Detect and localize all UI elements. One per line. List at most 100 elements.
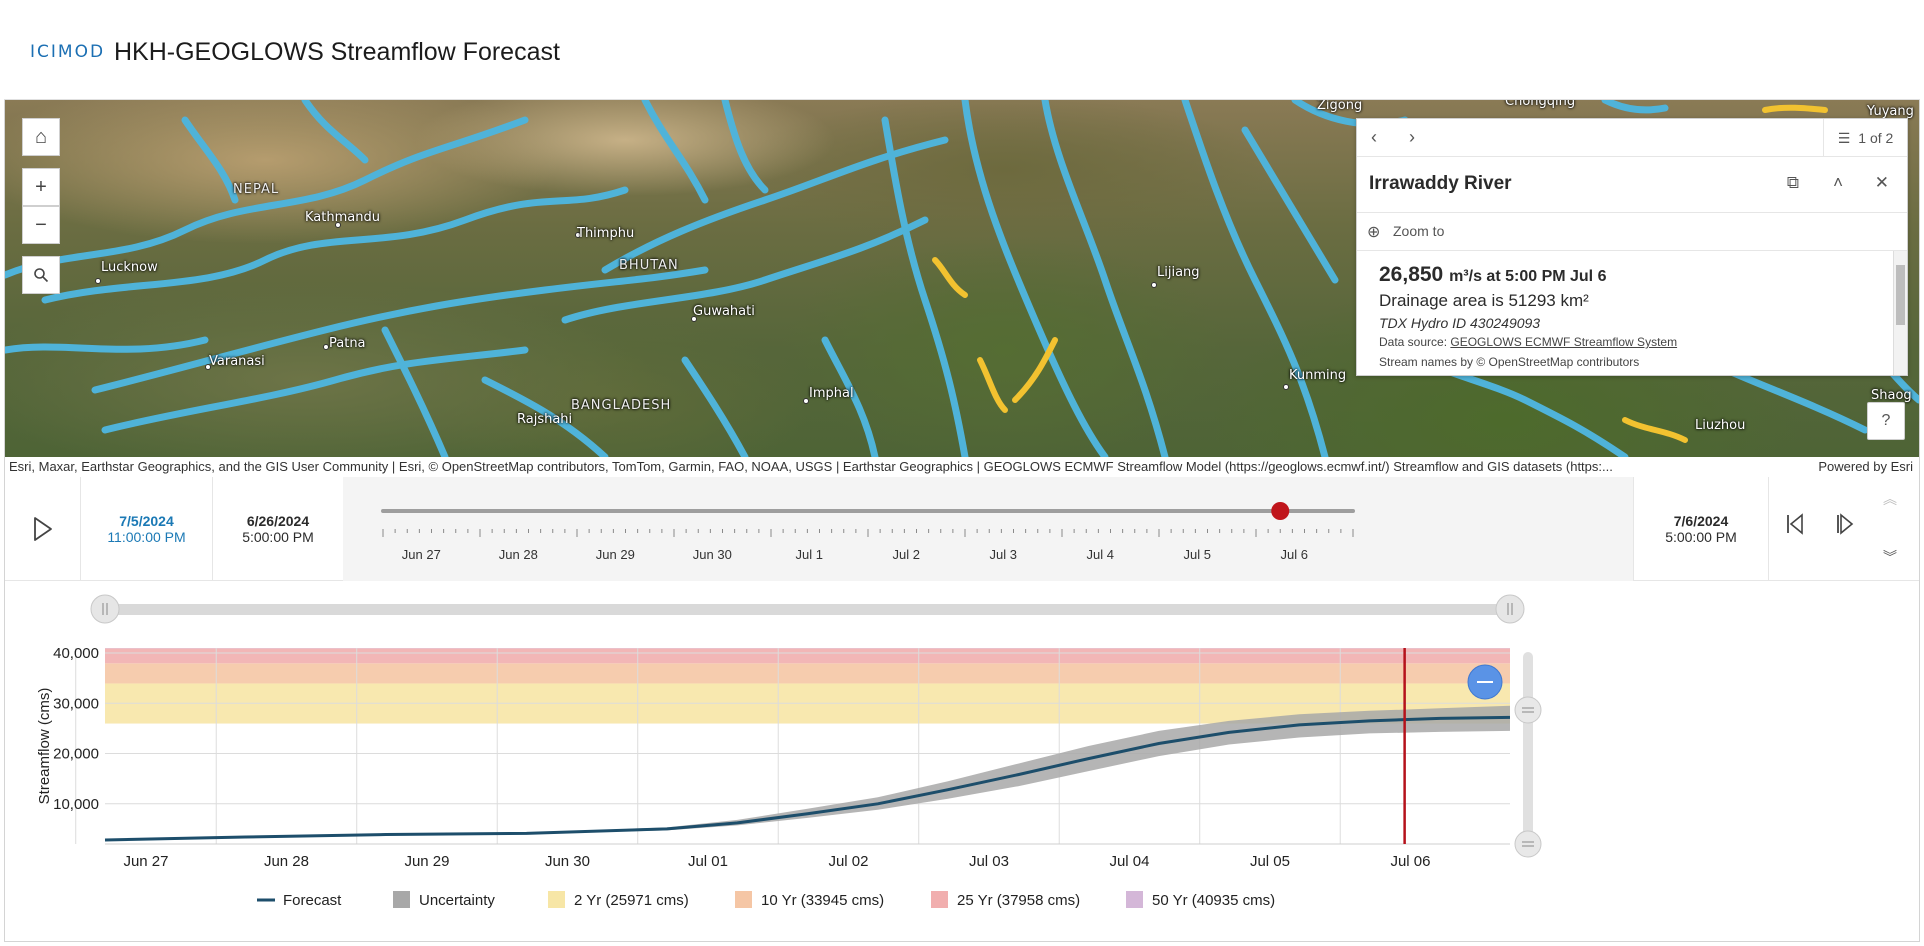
map-label: Liuzhou (1695, 418, 1746, 433)
tdx-hydro-id: TDX Hydro ID 430249093 (1379, 315, 1541, 331)
forecast-line (104, 715, 1511, 842)
play-button[interactable] (5, 477, 81, 581)
legend-label[interactable]: 50 Yr (40935 cms) (1152, 892, 1275, 909)
flow-number: 26,850 (1379, 263, 1444, 286)
legend-label[interactable]: 25 Yr (37958 cms) (957, 892, 1080, 909)
legend-label[interactable]: 2 Yr (25971 cms) (574, 892, 689, 909)
legend-swatch (548, 891, 565, 908)
uncertainty-band (105, 705, 1510, 840)
legend-swatch (735, 891, 752, 908)
map-label: Patna (329, 336, 366, 351)
powered-by-esri[interactable]: Powered by Esri (1810, 457, 1913, 477)
minus-icon: − (35, 213, 47, 236)
chevron-up-icon[interactable]: ︽ (1883, 491, 1897, 507)
vertical-range-top-handle[interactable] (1514, 696, 1542, 724)
search-button[interactable] (22, 256, 60, 294)
slider-graphic[interactable]: Jun 27 Jun 28 Jun 29 Jun 30 Jul 1 Jul 2 Jul 3 J… (343, 477, 1633, 581)
river-network[interactable] (5, 100, 1919, 457)
popup-scrollbar[interactable] (1893, 251, 1907, 375)
city-marker (803, 398, 809, 404)
vertical-range-bottom-handle[interactable] (1514, 830, 1542, 858)
help-button[interactable]: ? (1867, 402, 1905, 440)
play-icon (33, 517, 52, 541)
page-title: HKH-GEOGLOWS Streamflow Forecast (114, 38, 560, 66)
current-time-display: 7/5/2024 11:00:00 PM (81, 477, 213, 581)
x-tick-label: Jul 04 (1109, 853, 1149, 870)
slider-tick-label: Jul 1 (796, 547, 823, 562)
zoom-out-button[interactable]: − (22, 206, 60, 244)
city-marker (575, 232, 581, 238)
x-tick-label: Jul 02 (828, 853, 868, 870)
previous-feature-button[interactable]: ‹ (1371, 127, 1377, 147)
legend-label[interactable]: Uncertainty (419, 892, 495, 909)
map-label: Varanasi (209, 354, 265, 369)
range-end-handle[interactable] (1495, 594, 1525, 624)
map-label: Thimphu (577, 226, 635, 241)
next-step-button[interactable] (1835, 513, 1855, 541)
x-tick-label: Jun 27 (123, 853, 168, 870)
zoom-to-button[interactable]: ⊕ Zoom to (1357, 213, 1907, 251)
dock-icon[interactable]: ⧉ (1786, 173, 1799, 192)
list-icon: ☰ (1837, 129, 1851, 146)
step-back-icon (1787, 513, 1803, 535)
zoom-to-icon: ⊕ (1367, 224, 1381, 241)
end-time: 5:00:00 PM (1665, 529, 1737, 545)
popup-content: 26,850 m³/s at 5:00 PM Jul 6 Drainage ar… (1357, 251, 1907, 375)
map-label: Guwahati (693, 304, 755, 319)
icimod-logo[interactable]: ICIMOD (30, 42, 106, 62)
start-time-display: 6/26/2024 5:00:00 PM (213, 477, 343, 581)
chevron-down-icon[interactable]: ︾ (1883, 549, 1897, 565)
search-icon (34, 268, 49, 283)
y-tick-label: 10,000 (53, 796, 99, 813)
range-start-handle[interactable] (90, 594, 120, 624)
end-date: 7/6/2024 (1673, 513, 1729, 529)
return-period-band (105, 648, 1510, 664)
vertical-range-track[interactable] (1523, 652, 1533, 852)
legend-label[interactable]: 10 Yr (33945 cms) (761, 892, 884, 909)
previous-step-button[interactable] (1785, 513, 1805, 541)
slider-thumb[interactable] (1271, 502, 1290, 520)
end-time-display: 7/6/2024 5:00:00 PM (1633, 477, 1769, 581)
home-button[interactable]: ⌂ (22, 118, 60, 156)
alert-river-lines (932, 104, 1828, 443)
slider-tick-label: Jun 27 (402, 547, 441, 562)
map-label: BANGLADESH (571, 398, 672, 413)
city-marker (1283, 384, 1289, 390)
close-icon[interactable]: ✕ (1874, 173, 1889, 192)
map-label: NEPAL (233, 182, 280, 197)
x-tick-label: Jul 05 (1250, 853, 1290, 870)
y-tick-label: 20,000 (53, 746, 99, 763)
map-label: Shaog (1871, 388, 1912, 403)
collapse-icon[interactable]: ˄ (1833, 173, 1843, 192)
feature-menu-button[interactable]: ☰ 1 of 2 (1823, 119, 1907, 157)
panel-toggle[interactable]: ︽ ︾ (1863, 477, 1919, 581)
x-tick-label: Jun 30 (545, 853, 590, 870)
city-marker (691, 316, 697, 322)
range-selector-track[interactable] (105, 604, 1510, 615)
data-source-link[interactable]: GEOGLOWS ECMWF Streamflow System (1450, 335, 1678, 349)
slider-track-area[interactable]: Jun 27 Jun 28 Jun 29 Jun 30 Jul 1 Jul 2 Jul 3 J… (343, 477, 1633, 581)
scrollbar-thumb[interactable] (1896, 265, 1905, 325)
time-slider: 7/5/2024 11:00:00 PM 6/26/2024 5:00:00 P… (5, 477, 1919, 581)
zoom-in-button[interactable]: + (22, 168, 60, 206)
flow-unit: m³/s at 5:00 PM Jul 6 (1449, 268, 1607, 285)
drainage-area: Drainage area is 51293 km² (1379, 291, 1589, 310)
map-label: Yuyang (1867, 104, 1914, 119)
chart-canvas[interactable]: 10,000 20,000 30,000 40,000 Streamflow (cms)… (5, 582, 1919, 940)
plus-icon: + (35, 175, 47, 198)
x-tick-label: Jul 06 (1390, 853, 1430, 870)
legend-swatch (1126, 891, 1143, 908)
legend-swatch (931, 891, 948, 908)
help-icon: ? (1881, 412, 1891, 429)
current-time: 11:00:00 PM (107, 529, 186, 545)
next-feature-button[interactable]: › (1409, 127, 1415, 147)
popup-nav: ‹ › ☰ 1 of 2 (1357, 119, 1907, 157)
map-label: Zigong (1317, 100, 1363, 113)
slider-tick-label: Jul 3 (990, 547, 1017, 562)
start-date: 6/26/2024 (246, 513, 310, 529)
map-label: Kunming (1289, 368, 1347, 383)
map-label: Kathmandu (305, 210, 380, 225)
slider-tick-label: Jul 4 (1087, 547, 1114, 562)
legend-label[interactable]: Forecast (283, 892, 342, 909)
legend-swatch (393, 891, 410, 908)
